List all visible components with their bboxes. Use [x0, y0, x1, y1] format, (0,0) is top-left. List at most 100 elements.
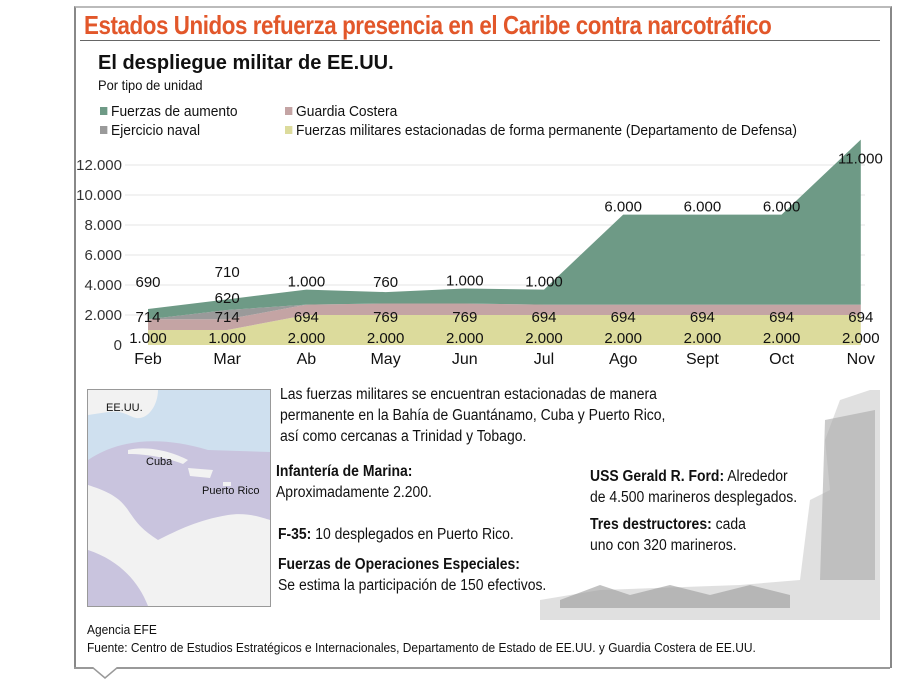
data-label: 2.000 [367, 330, 405, 347]
x-tick-label: Oct [769, 351, 794, 368]
caribbean-map: EE.UU. Cuba Puerto Rico [87, 389, 271, 607]
area-series-2 [148, 303, 861, 320]
main-title: Estados Unidos refuerza presencia en el … [84, 10, 772, 40]
ford-title: USS Gerald R. Ford: [590, 468, 725, 485]
legend-item-fuerzas-permanentes: Fuerzas militares estacionadas de forma … [285, 122, 797, 139]
data-label: 2.000 [684, 330, 722, 347]
data-label: 694 [690, 309, 715, 326]
data-label: 760 [373, 274, 398, 291]
x-tick-label: Jun [452, 351, 478, 368]
marines-title: Infantería de Marina: [276, 463, 413, 480]
map-label-cuba: Cuba [146, 456, 173, 468]
y-tick-label: 6.000 [84, 247, 122, 264]
f35-text: 10 desplegados en Puerto Rico. [311, 526, 514, 543]
x-tick-label: Ab [297, 351, 317, 368]
intro-line: Las fuerzas militares se encuentran esta… [280, 386, 657, 403]
data-label: 2.000 [288, 330, 326, 347]
y-tick-label: 8.000 [84, 217, 122, 234]
data-label: 2.000 [525, 330, 563, 347]
stacked-area-chart: 0 2.000 4.000 6.000 8.000 10.000 12.000 1.000 1.… [76, 139, 883, 368]
area-series-1 [148, 303, 861, 330]
map-graphic [88, 390, 270, 606]
x-tick-label: Feb [134, 351, 162, 368]
data-label: 1.000 [525, 274, 563, 291]
legend-item-guardia-costera: Guardia Costera [285, 103, 397, 120]
data-label: 690 [135, 274, 160, 291]
area-series-0 [148, 315, 861, 345]
data-label: 6.000 [763, 199, 801, 216]
destroyers-note: Tres destructores: cada uno con 320 mari… [590, 514, 746, 556]
x-tick-label: Jul [534, 351, 554, 368]
title-divider [80, 40, 880, 41]
bottom-divider [74, 667, 890, 669]
sof-text: Se estima la participación de 150 efecti… [278, 577, 547, 594]
x-tick-label: May [370, 351, 400, 368]
data-label: 1.000 [129, 330, 167, 347]
data-label: 769 [373, 309, 398, 326]
data-label: 694 [531, 309, 556, 326]
data-label: 1.000 [208, 330, 246, 347]
source-credit: Fuente: Centro de Estudios Estratégicos … [87, 640, 756, 655]
chart-title: El despliegue militar de EE.UU. [98, 52, 394, 74]
x-tick-label: Sept [686, 351, 719, 368]
intro-line: así como cercanas a Trinidad y Tobago. [280, 428, 527, 445]
data-label: 694 [848, 309, 873, 326]
marines-note: Infantería de Marina: Aproximadamente 2.… [276, 461, 432, 503]
data-label: 6.000 [604, 199, 642, 216]
data-label: 769 [452, 309, 477, 326]
destroyers-title: Tres destructores: [590, 516, 712, 533]
legend-swatch [100, 107, 108, 115]
area-series-3 [148, 139, 861, 320]
agency-credit: Agencia EFE [87, 622, 157, 637]
data-label: 11.000 [838, 151, 883, 168]
data-label: 2.000 [842, 330, 880, 347]
data-label: 620 [215, 290, 240, 307]
legend-item-ejercicio-naval: Ejercicio naval [100, 122, 200, 139]
legend-swatch [285, 107, 293, 115]
map-label-puerto-rico: Puerto Rico [202, 485, 260, 497]
x-tick-label: Nov [847, 351, 875, 368]
f35-title: F-35: [278, 526, 312, 543]
data-label: 714 [135, 309, 160, 326]
infographic-frame [74, 6, 892, 668]
legend-label: Guardia Costera [296, 103, 398, 120]
data-label: 694 [611, 309, 636, 326]
data-label: 6.000 [684, 199, 722, 216]
ford-note: USS Gerald R. Ford: Alrededor de 4.500 m… [590, 466, 797, 508]
data-label: 2.000 [604, 330, 642, 347]
chart-subtitle: Por tipo de unidad [98, 77, 203, 93]
intro-note: Las fuerzas militares se encuentran esta… [280, 384, 665, 447]
notch-icon [92, 667, 118, 679]
ford-text: Alrededor [724, 468, 788, 485]
data-label: 2.000 [446, 330, 484, 347]
intro-line: permanente en la Bahía de Guantánamo, Cu… [280, 407, 666, 424]
data-label: 1.000 [446, 272, 484, 289]
legend-label: Fuerzas de aumento [111, 103, 238, 120]
y-tick-label: 2.000 [84, 307, 122, 324]
data-label: 710 [215, 264, 240, 281]
destroyers-text: cada [711, 516, 746, 533]
y-tick-label: 4.000 [84, 277, 122, 294]
aircraft-carrier-image [540, 390, 880, 620]
data-label: 694 [294, 309, 319, 326]
data-label: 694 [769, 309, 794, 326]
legend-item-fuerzas-aumento: Fuerzas de aumento [100, 103, 238, 120]
y-tick-label: 12.000 [76, 157, 122, 174]
sof-note: Fuerzas de Operaciones Especiales: Se es… [278, 554, 546, 596]
marines-text: Aproximadamente 2.200. [276, 484, 432, 501]
x-tick-label: Mar [213, 351, 241, 368]
data-label: 714 [215, 309, 240, 326]
data-label: 1.000 [288, 274, 326, 291]
y-tick-label: 10.000 [76, 187, 122, 204]
ford-text: de 4.500 marineros desplegados. [590, 489, 798, 506]
destroyers-text: uno con 320 marineros. [590, 537, 737, 554]
sof-title: Fuerzas de Operaciones Especiales: [278, 556, 520, 573]
data-label: 2.000 [763, 330, 801, 347]
legend-label: Fuerzas militares estacionadas de forma … [296, 122, 797, 139]
legend-label: Ejercicio naval [111, 122, 201, 139]
x-tick-label: Ago [609, 351, 638, 368]
map-label-usa: EE.UU. [106, 402, 143, 414]
y-tick-label: 0 [114, 337, 122, 354]
legend-swatch [100, 126, 108, 134]
legend-swatch [285, 126, 293, 134]
